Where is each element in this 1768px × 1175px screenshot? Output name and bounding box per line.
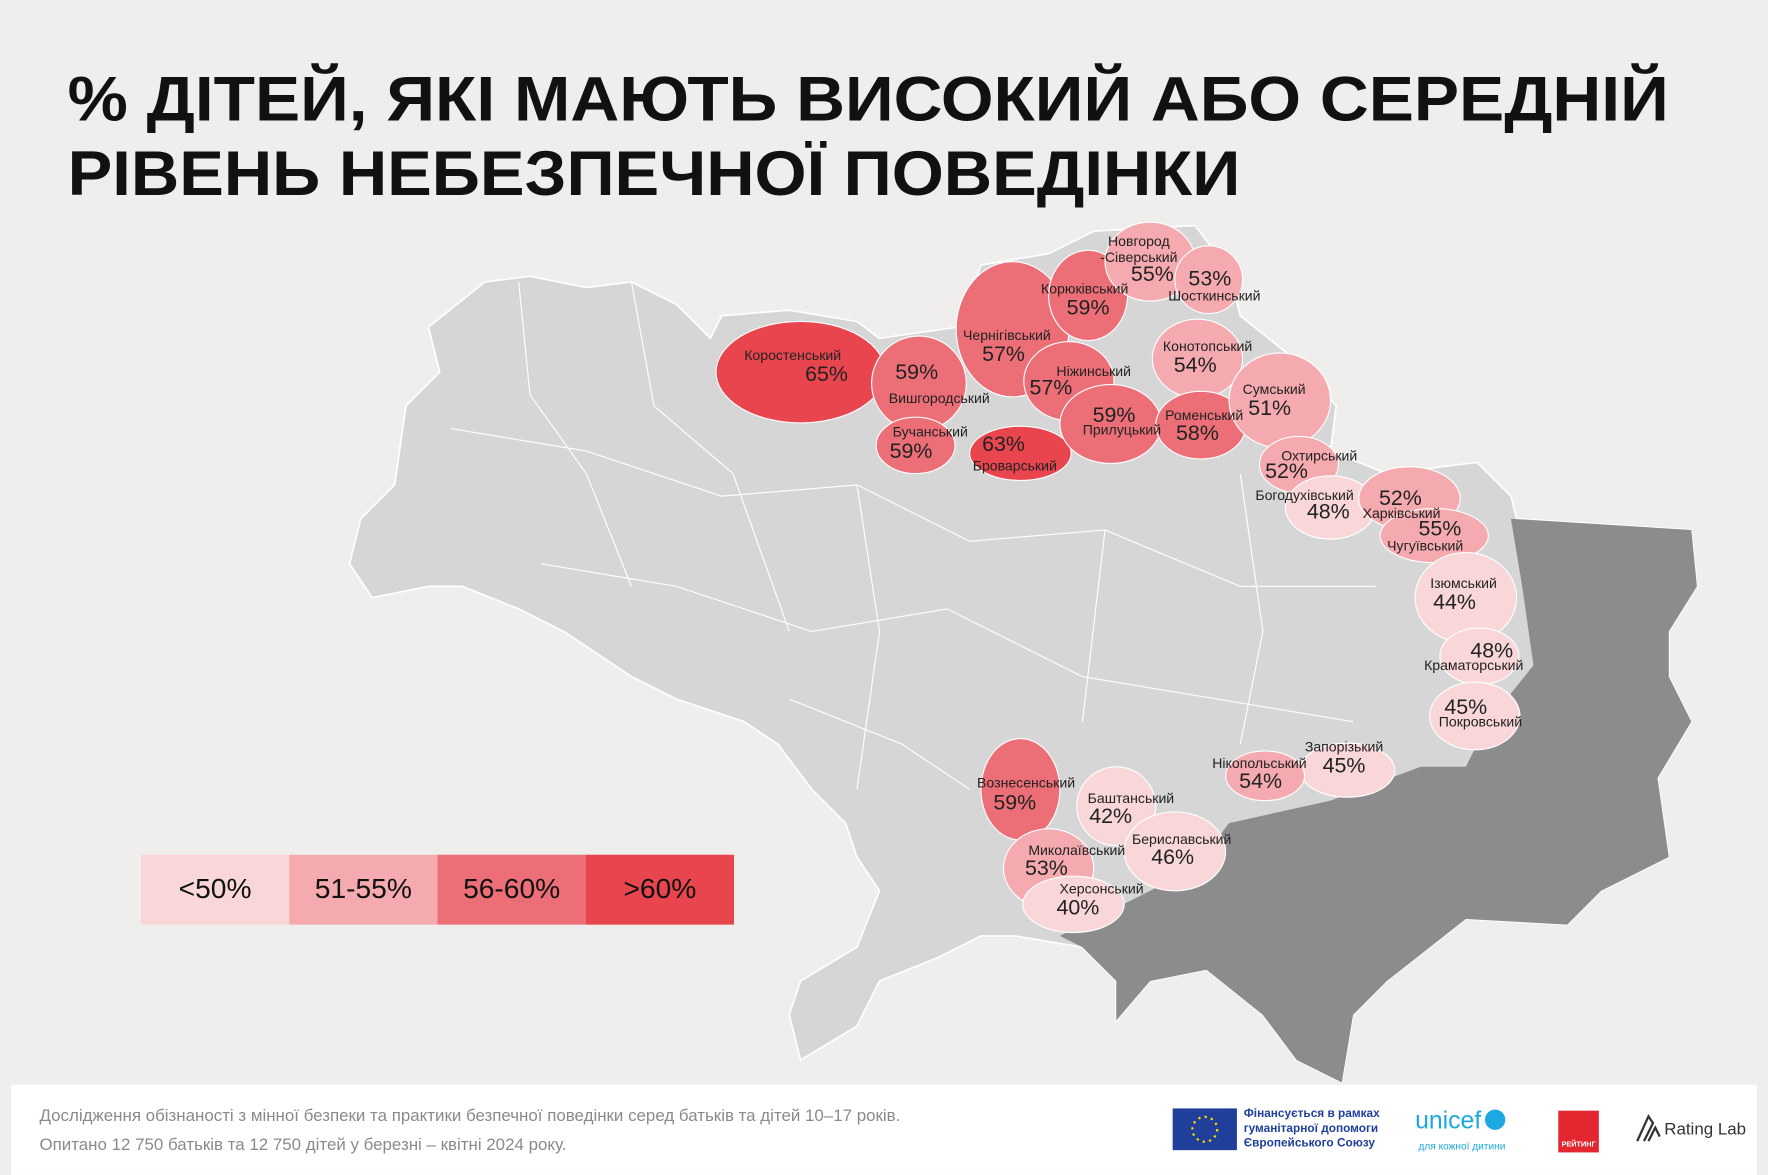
region-name: Бучанський — [893, 424, 968, 440]
region-value: 57% — [1029, 376, 1072, 400]
legend-label: <50% — [179, 872, 252, 904]
region-name: Херсонський — [1060, 880, 1144, 896]
unicef-tagline: для кожної дитини — [1418, 1141, 1505, 1152]
region-name: Новгород — [1108, 233, 1170, 249]
region-value: 59% — [1067, 296, 1110, 320]
region-name: Охтирський — [1281, 447, 1357, 463]
occupied-area — [1059, 518, 1697, 1083]
region-value: 57% — [982, 342, 1025, 366]
region-value: 44% — [1433, 590, 1476, 614]
legend-label: 56-60% — [463, 872, 560, 904]
district-borders — [450, 281, 1376, 790]
region-name: Краматорський — [1424, 657, 1523, 673]
region-value: 52% — [1379, 486, 1422, 510]
region-name: Роменський — [1165, 407, 1243, 423]
region-name: Броварський — [973, 458, 1057, 474]
region-shape — [715, 320, 886, 424]
region-value: 55% — [1418, 517, 1461, 541]
region-name: Вишгородський — [889, 390, 990, 406]
regions: Коростенський65%Вишгородський59%Бучанськ… — [715, 221, 1523, 934]
rating-lab-emblem — [1636, 1114, 1661, 1142]
region-shape — [1123, 811, 1227, 892]
eu-stars — [1191, 1115, 1219, 1143]
eu-flag — [1172, 1108, 1237, 1151]
region-name: Ніжинський — [1056, 363, 1131, 379]
legend-swatch — [289, 854, 438, 925]
region-value: 45% — [1323, 753, 1366, 777]
region-name: Корюківський — [1041, 281, 1128, 297]
region-shape — [1429, 681, 1521, 751]
region-name: Покровський — [1439, 714, 1522, 730]
region-shape — [1174, 245, 1244, 315]
region-name: Шосткинський — [1168, 287, 1260, 303]
rating-text: РЕЙТИНГ — [1561, 1139, 1595, 1148]
title-line: РІВЕНЬ НЕБЕЗПЕЧНОЇ ПОВЕДІНКИ — [68, 139, 1241, 209]
region-shape — [1022, 875, 1125, 934]
legend-swatch — [437, 854, 586, 925]
rating-logo — [1558, 1110, 1599, 1153]
rating-lab-text: Rating Lab — [1664, 1119, 1746, 1138]
region-value: 65% — [805, 362, 848, 386]
region-name: Вознесенський — [977, 774, 1075, 790]
region-value: 55% — [1131, 262, 1174, 286]
region-value: 45% — [1444, 695, 1487, 719]
footer-band — [11, 1084, 1757, 1175]
region-value: 52% — [1265, 459, 1308, 483]
region-value: 59% — [890, 439, 933, 463]
legend: <50% 51-55% 56-60% >60% — [140, 854, 735, 925]
unicef-logo: unicef — [1415, 1108, 1481, 1135]
region-name: Баштанський — [1088, 790, 1175, 806]
region-value: 54% — [1239, 769, 1282, 793]
region-value: 46% — [1151, 845, 1194, 869]
region-value: 63% — [982, 432, 1025, 456]
region-shape — [1225, 750, 1306, 802]
region-name: Конотопський — [1163, 338, 1252, 354]
region-name: Миколаївський — [1028, 842, 1125, 858]
region-name: Чугуївський — [1387, 538, 1463, 554]
eu-text: гуманітарної допомоги — [1244, 1121, 1379, 1135]
region-name: Бериславський — [1132, 831, 1231, 847]
region-name: Коростенський — [744, 347, 841, 363]
region-name: -Сіверський — [1100, 249, 1177, 265]
title-line: % ДІТЕЙ, ЯКІ МАЮТЬ ВИСОКИЙ АБО СЕРЕДНІЙ — [68, 63, 1669, 134]
legend-label: >60% — [623, 872, 696, 904]
region-name: Харківський — [1363, 505, 1441, 521]
region-value: 59% — [895, 360, 938, 384]
region-name: Нікопольський — [1212, 755, 1306, 771]
region-name: Чернігівський — [963, 327, 1051, 343]
region-value: 58% — [1176, 421, 1219, 445]
region-shape — [969, 425, 1072, 481]
region-shape — [875, 416, 956, 475]
region-name: Запорізький — [1305, 738, 1383, 754]
region-name: Прилуцький — [1083, 421, 1161, 437]
region-value: 59% — [993, 791, 1036, 815]
region-value: 48% — [1307, 500, 1350, 524]
unicef-emblem — [1484, 1109, 1506, 1130]
region-value: 51% — [1248, 396, 1291, 420]
footer-text: Опитано 12 750 батьків та 12 750 дітей у… — [39, 1135, 566, 1154]
region-value: 48% — [1470, 638, 1513, 662]
legend-swatch — [140, 854, 290, 925]
region-value: 59% — [1093, 403, 1136, 427]
region-value: 53% — [1025, 856, 1068, 880]
region-name: Сумський — [1243, 381, 1306, 397]
legend-label: 51-55% — [315, 872, 412, 904]
region-name: Ізюмський — [1430, 575, 1497, 591]
region-value: 42% — [1089, 804, 1132, 828]
region-name: Богодухівський — [1255, 487, 1353, 503]
region-value: 54% — [1174, 353, 1217, 377]
footer-text: Дослідження обізнаності з мінної безпеки… — [39, 1106, 900, 1125]
eu-text: Фінансується в рамках — [1244, 1106, 1380, 1120]
eu-text: Європейського Союзу — [1244, 1136, 1376, 1150]
region-value: 53% — [1188, 266, 1231, 290]
region-value: 40% — [1057, 896, 1100, 920]
legend-swatch — [585, 854, 735, 925]
